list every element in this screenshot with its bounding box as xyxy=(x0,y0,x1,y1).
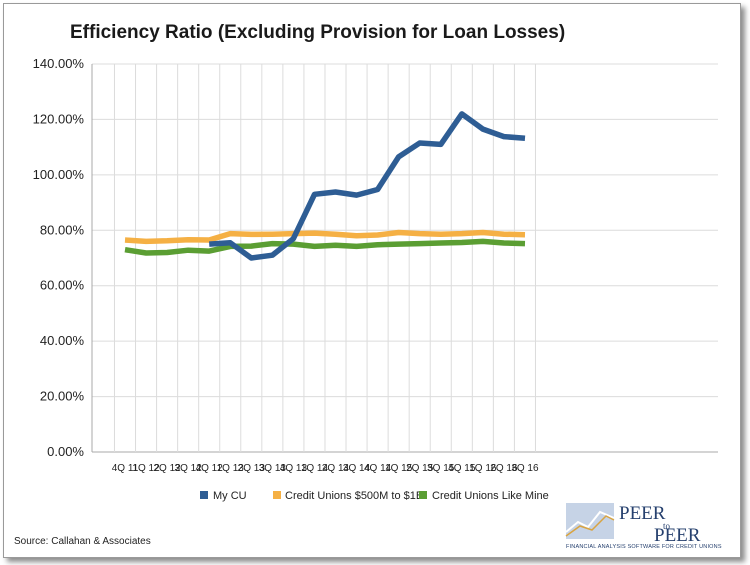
legend-label-credit-unions-like-mine: Credit Unions Like Mine xyxy=(432,490,549,502)
series-lines xyxy=(124,111,526,261)
legend-label-credit-unions-500m-1b: Credit Unions $500M to $1B xyxy=(285,490,423,502)
x-tick-label-0: 4Q 11 xyxy=(112,463,139,474)
series-line-my-cu xyxy=(209,111,526,261)
x-tick-label-8: 4Q 13 xyxy=(280,463,308,474)
y-tick-label-2: 40.00% xyxy=(40,333,85,348)
chart-frame xyxy=(3,3,741,558)
series-line-credit-unions-like-mine xyxy=(124,238,526,256)
x-tick-label-4: 4Q 12 xyxy=(196,463,224,474)
logo-graph-backdrop xyxy=(566,503,614,539)
x-tick-label-19: 3Q 16 xyxy=(511,463,539,474)
logo-word-peer-bottom: PEER xyxy=(654,525,701,546)
x-tick-label-7: 3Q 13 xyxy=(259,463,287,474)
x-tick-label-14: 2Q 15 xyxy=(406,463,434,474)
y-tick-label-7: 140.00% xyxy=(33,56,85,71)
y-tick-label-4: 80.00% xyxy=(40,222,85,237)
x-tick-label-11: 3Q 14 xyxy=(343,463,371,474)
x-tick-label-10: 2Q 14 xyxy=(322,463,350,474)
legend-swatch-my-cu xyxy=(200,491,208,499)
x-tick-label-15: 3Q 15 xyxy=(427,463,455,474)
logo-tagline: FINANCIAL ANALYSIS SOFTWARE FOR CREDIT U… xyxy=(566,544,722,550)
peer-to-peer-logo: PEER to PEER FINANCIAL ANALYSIS SOFTWARE… xyxy=(565,503,722,550)
y-axis-ticks: 0.00% 20.00% 40.00% 60.00% 80.00% 100.00% 120.… xyxy=(33,56,85,459)
legend-swatch-credit-unions-500m-1b xyxy=(273,491,281,499)
gridlines xyxy=(91,63,718,453)
logo-graph-line-gold xyxy=(565,515,615,537)
logo-graph-line-white xyxy=(565,510,615,533)
y-tick-label-3: 60.00% xyxy=(40,278,85,293)
series-line-credit-unions-500m-to-1b xyxy=(124,229,526,245)
x-tick-label-1: 1Q 12 xyxy=(132,463,160,474)
x-tick-label-5: 1Q 13 xyxy=(217,463,245,474)
x-tick-label-16: 4Q 15 xyxy=(448,463,476,474)
x-tick-label-2: 2Q 12 xyxy=(153,463,181,474)
x-tick-label-6: 2Q 13 xyxy=(238,463,266,474)
y-tick-label-1: 20.00% xyxy=(40,389,85,404)
chart-title: Efficiency Ratio (Excluding Provision fo… xyxy=(70,22,565,43)
y-tick-label-6: 120.00% xyxy=(33,111,85,126)
y-tick-label-0: 0.00% xyxy=(47,444,84,459)
x-tick-label-12: 4Q 14 xyxy=(364,463,392,474)
x-tick-label-17: 1Q 16 xyxy=(469,463,497,474)
source-note: Source: Callahan & Associates xyxy=(14,536,151,547)
x-tick-label-13: 1Q 15 xyxy=(385,463,413,474)
y-tick-label-5: 100.00% xyxy=(33,167,85,182)
x-tick-label-3: 3Q 12 xyxy=(175,463,203,474)
legend-swatch-credit-unions-like-mine xyxy=(419,491,427,499)
logo-word-to: to xyxy=(663,521,671,531)
x-tick-label-18: 2Q 16 xyxy=(490,463,518,474)
legend-label-my-cu: My CU xyxy=(213,490,247,502)
x-tick-label-9: 1Q 14 xyxy=(301,463,329,474)
logo-word-peer-top: PEER xyxy=(619,503,666,524)
legend: My CU Credit Unions $500M to $1B Credit … xyxy=(200,490,549,502)
